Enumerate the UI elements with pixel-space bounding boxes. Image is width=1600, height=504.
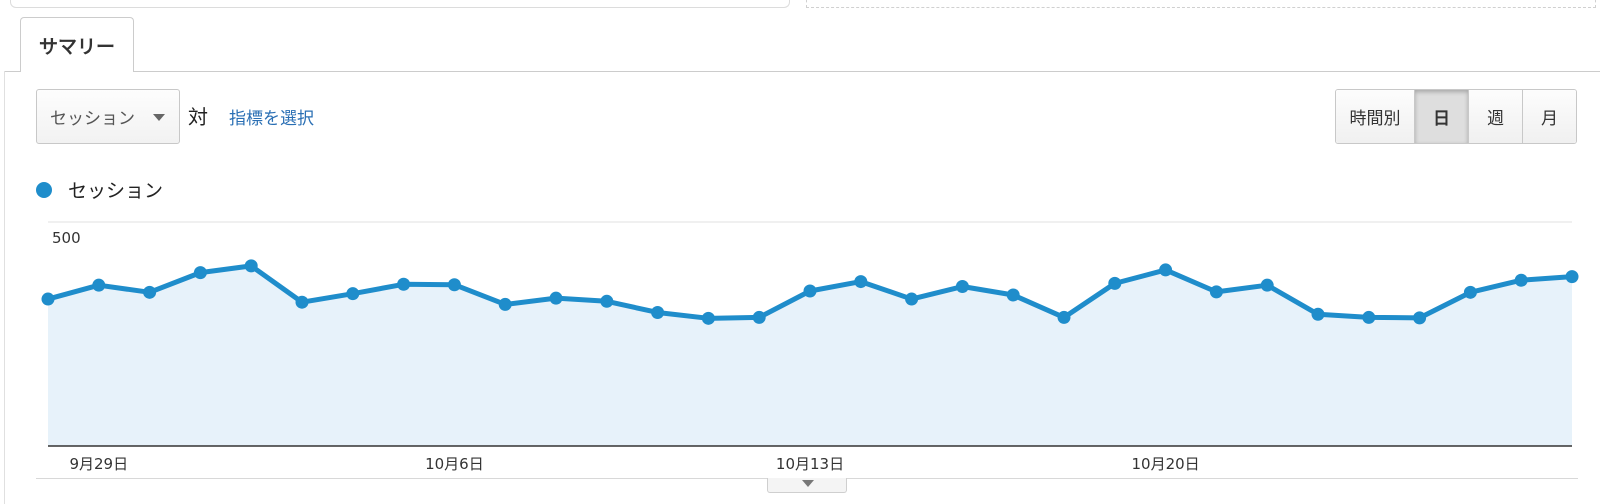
data-point bbox=[803, 284, 817, 298]
x-tick-label: 10月20日 bbox=[1132, 455, 1200, 473]
sessions-chart: 5002509月29日10月6日10月13日10月20日 bbox=[41, 221, 1579, 473]
left-border bbox=[4, 71, 5, 504]
vs-label: 対 bbox=[188, 105, 208, 129]
chart-expand-button[interactable] bbox=[767, 478, 847, 493]
y-tick-label: 500 bbox=[52, 229, 81, 247]
granularity-month-button[interactable]: 月 bbox=[1522, 90, 1576, 143]
data-point bbox=[1108, 276, 1122, 290]
series-area bbox=[48, 265, 1572, 446]
data-point bbox=[955, 280, 969, 294]
chart-legend: セッション bbox=[36, 176, 163, 203]
data-point bbox=[600, 294, 614, 308]
select-metric-link[interactable]: 指標を選択 bbox=[229, 109, 314, 129]
chevron-down-icon bbox=[153, 114, 165, 121]
data-point bbox=[701, 311, 715, 325]
data-point bbox=[92, 278, 106, 292]
data-point bbox=[1006, 288, 1020, 302]
data-point bbox=[193, 266, 207, 280]
data-point bbox=[549, 291, 563, 305]
data-point bbox=[1413, 311, 1427, 325]
tab-bar bbox=[4, 71, 1600, 72]
data-point bbox=[1463, 285, 1477, 299]
chevron-down-icon bbox=[802, 480, 814, 487]
legend-dot-icon bbox=[36, 181, 52, 198]
data-point bbox=[397, 277, 411, 291]
data-point bbox=[244, 259, 258, 273]
x-tick-label: 9月29日 bbox=[69, 455, 128, 473]
data-point bbox=[498, 297, 512, 311]
data-point bbox=[1565, 270, 1579, 284]
data-point bbox=[752, 310, 766, 324]
data-point bbox=[1311, 307, 1325, 321]
data-point bbox=[651, 305, 665, 319]
legend-label: セッション bbox=[68, 180, 164, 202]
data-point bbox=[854, 275, 868, 289]
data-point bbox=[1260, 278, 1274, 292]
data-point bbox=[1159, 263, 1173, 277]
granularity-toggle: 時間別 日 週 月 bbox=[1335, 89, 1577, 144]
top-card-left bbox=[10, 0, 790, 8]
data-point bbox=[1057, 310, 1071, 324]
granularity-hourly-button[interactable]: 時間別 bbox=[1336, 90, 1414, 143]
data-point bbox=[346, 287, 360, 301]
data-point bbox=[905, 292, 919, 306]
top-card-right bbox=[806, 0, 1596, 8]
data-point bbox=[1209, 285, 1223, 299]
data-point bbox=[295, 295, 309, 309]
tab-summary[interactable]: サマリー bbox=[20, 17, 134, 72]
data-point bbox=[1362, 310, 1376, 324]
data-point bbox=[41, 292, 55, 306]
data-point bbox=[447, 278, 461, 292]
granularity-week-button[interactable]: 週 bbox=[1468, 90, 1522, 143]
x-tick-label: 10月6日 bbox=[425, 455, 484, 473]
x-tick-label: 10月13日 bbox=[776, 455, 844, 473]
data-point bbox=[1514, 273, 1528, 287]
granularity-day-button[interactable]: 日 bbox=[1414, 90, 1468, 143]
data-point bbox=[143, 285, 157, 299]
metric-select[interactable]: セッション bbox=[36, 89, 180, 144]
metric-select-value: セッション bbox=[50, 109, 135, 129]
